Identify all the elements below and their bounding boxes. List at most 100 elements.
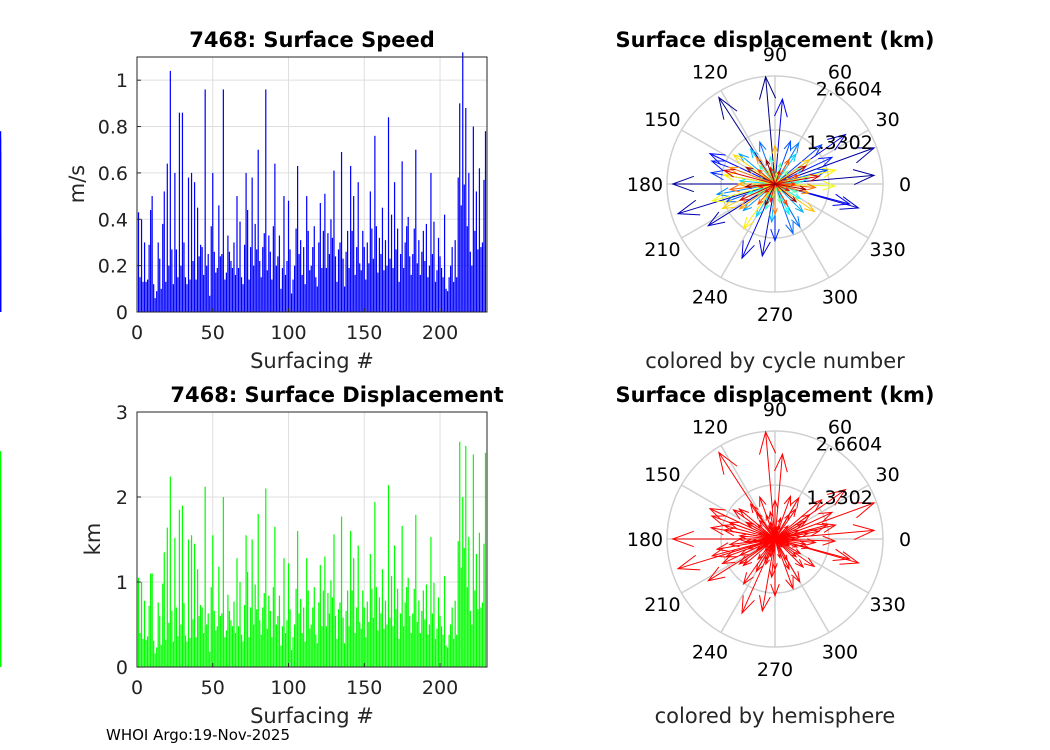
polar-hemisphere-arrow bbox=[774, 538, 798, 558]
speed-bar bbox=[247, 210, 249, 312]
displacement-bar bbox=[409, 616, 411, 667]
speed-bar bbox=[407, 216, 409, 312]
polar-hemisphere-arrow bbox=[769, 538, 776, 559]
polar-hemisphere-arrow bbox=[774, 538, 817, 546]
speed-bar bbox=[143, 242, 146, 312]
speed-bar bbox=[224, 279, 226, 312]
speed-bar bbox=[410, 274, 412, 312]
speed-bar bbox=[157, 242, 159, 312]
polar-cycle-arrow bbox=[774, 183, 805, 214]
speed-bar bbox=[447, 291, 449, 312]
polar-cycle-arrow bbox=[774, 156, 834, 185]
displacement-bar bbox=[363, 607, 365, 667]
speed-bar bbox=[204, 89, 206, 312]
displacement-bar bbox=[197, 569, 199, 667]
speed-bar bbox=[183, 242, 185, 312]
speed-bar bbox=[439, 256, 441, 312]
polar-cycle-arrow bbox=[774, 158, 812, 185]
speed-bar bbox=[181, 112, 184, 313]
speed-bar bbox=[365, 279, 367, 312]
displacement-bar bbox=[437, 597, 440, 667]
speed-bar bbox=[454, 240, 456, 312]
polar-cycle-arrow bbox=[764, 183, 776, 207]
displacement-bar bbox=[380, 613, 382, 667]
displacement-bar bbox=[471, 624, 473, 667]
displacement-bar bbox=[240, 634, 243, 667]
speed-bar bbox=[245, 172, 247, 312]
polar-hemisphere-arrow bbox=[757, 538, 776, 561]
speed-y-tick-label: 0.6 bbox=[98, 163, 128, 185]
displacement-bar bbox=[474, 590, 476, 667]
speed-bar bbox=[306, 196, 308, 312]
polar-cycle-angle-label: 150 bbox=[644, 109, 680, 131]
displacement-bar bbox=[348, 626, 350, 667]
displacement-bar bbox=[469, 610, 471, 667]
displacement-x-tick-label: 50 bbox=[201, 677, 225, 699]
speed-bar bbox=[253, 265, 255, 312]
speed-bar bbox=[478, 168, 481, 312]
speed-bar bbox=[174, 172, 176, 312]
polar-cycle-arrow bbox=[732, 154, 776, 185]
displacement-bar bbox=[275, 624, 277, 667]
speed-bar bbox=[287, 200, 290, 312]
displacement-bar bbox=[463, 548, 465, 667]
speed-bar bbox=[377, 272, 379, 312]
speed-x-axis-label: Surfacing # bbox=[250, 349, 374, 373]
speed-bar bbox=[260, 277, 262, 312]
displacement-bar bbox=[187, 539, 190, 667]
displacement-bar bbox=[237, 626, 240, 667]
displacement-bar bbox=[287, 563, 290, 667]
speed-bar bbox=[309, 270, 311, 312]
polar-hemisphere-arrow bbox=[774, 522, 837, 540]
polar-hemisphere-angle-label: 210 bbox=[644, 594, 680, 616]
speed-bar bbox=[162, 223, 164, 312]
speed-bar bbox=[286, 261, 288, 312]
speed-bar bbox=[430, 172, 432, 312]
displacement-bar bbox=[313, 587, 315, 667]
displacement-bar bbox=[263, 593, 265, 667]
displacement-bar bbox=[159, 616, 161, 667]
displacement-y-tick-label: 2 bbox=[116, 487, 128, 509]
speed-bar bbox=[198, 256, 200, 312]
polar-hemisphere-angle-label: 240 bbox=[692, 642, 728, 664]
polar-cycle-arrow bbox=[722, 168, 776, 185]
polar-hemisphere-arrow bbox=[771, 498, 779, 539]
speed-bar bbox=[462, 52, 464, 312]
speed-bar bbox=[471, 265, 473, 312]
displacement-bar bbox=[147, 636, 149, 667]
speed-bar bbox=[339, 242, 341, 312]
polar-cycle-angle-label: 240 bbox=[692, 287, 728, 309]
speed-bar bbox=[386, 265, 388, 312]
speed-bar bbox=[197, 207, 199, 312]
displacement-bar bbox=[209, 651, 211, 667]
displacement-bar bbox=[387, 485, 390, 667]
speed-y-axis-label: m/s bbox=[65, 165, 89, 203]
displacement-bar bbox=[374, 502, 376, 667]
polar-cycle-angle-label: 30 bbox=[875, 109, 899, 131]
displacement-bar bbox=[413, 588, 415, 667]
displacement-bar bbox=[472, 454, 474, 667]
displacement-bar bbox=[295, 588, 297, 667]
speed-bar bbox=[362, 230, 364, 312]
displacement-bar bbox=[339, 602, 341, 667]
displacement-bar bbox=[462, 497, 464, 667]
speed-bar bbox=[165, 281, 167, 312]
displacement-bar bbox=[206, 624, 208, 667]
displacement-bar bbox=[222, 497, 224, 667]
speed-bar bbox=[380, 254, 382, 312]
displacement-bar bbox=[139, 633, 141, 667]
speed-bar bbox=[160, 288, 162, 312]
displacement-bar bbox=[459, 441, 461, 667]
displacement-bar bbox=[360, 628, 362, 667]
displacement-bar bbox=[150, 573, 152, 667]
polar-hemisphere-arrow bbox=[774, 498, 823, 540]
displacement-bar bbox=[321, 626, 323, 667]
polar-cycle-angle-label: 60 bbox=[828, 61, 852, 83]
speed-bar bbox=[459, 103, 461, 312]
speed-bar bbox=[357, 182, 359, 312]
speed-bar bbox=[153, 284, 155, 312]
displacement-bar bbox=[259, 620, 261, 667]
polar-hemisphere-arrow bbox=[774, 511, 834, 540]
polar-hemisphere-chart: Surface displacement (km) colored by hem… bbox=[615, 383, 934, 728]
displacement-bar bbox=[163, 552, 165, 667]
